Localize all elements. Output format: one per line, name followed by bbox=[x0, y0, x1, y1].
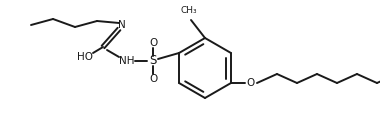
Text: O: O bbox=[149, 38, 157, 48]
Text: S: S bbox=[149, 55, 157, 67]
Text: O: O bbox=[247, 78, 255, 88]
Text: O: O bbox=[149, 74, 157, 84]
Text: N: N bbox=[118, 20, 126, 30]
Text: HO: HO bbox=[77, 52, 93, 62]
Text: CH₃: CH₃ bbox=[180, 6, 197, 15]
Text: NH: NH bbox=[119, 56, 135, 66]
